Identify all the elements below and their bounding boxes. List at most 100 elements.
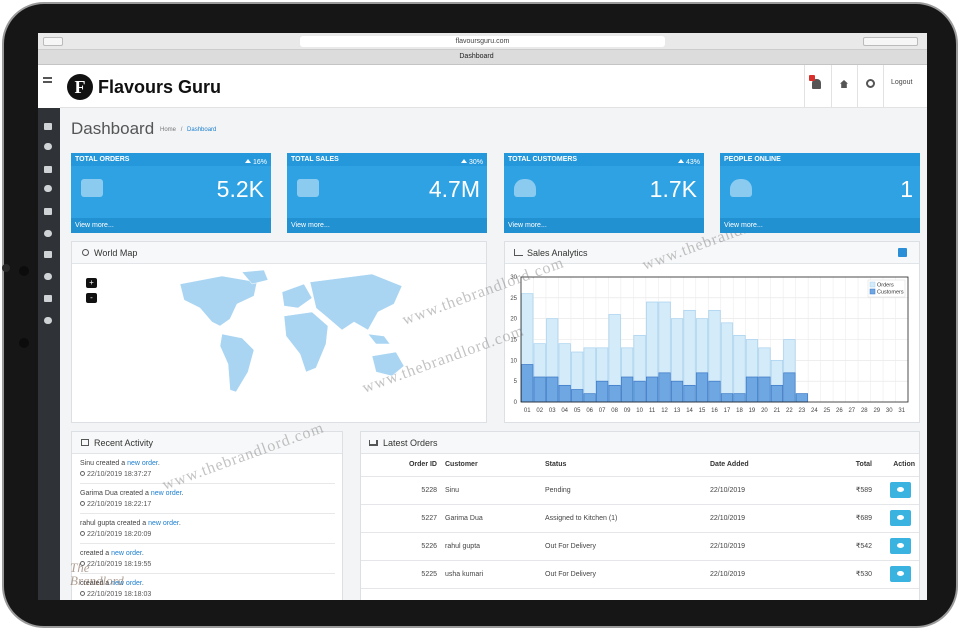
action-cell [876, 560, 919, 589]
sidebar-icon[interactable] [44, 295, 52, 302]
orders-table: Order ID Customer Status Date Added Total Act… [361, 454, 919, 589]
sidebar-icon[interactable] [44, 251, 52, 258]
card-header [504, 153, 704, 166]
bar [558, 384, 571, 403]
calendar-icon [81, 439, 89, 446]
order-cell: 5228 [361, 476, 441, 505]
x-tick-label: 27 [848, 408, 855, 414]
x-tick-label: 02 [536, 408, 543, 414]
logo-mark[interactable]: F [67, 74, 93, 100]
order-row: 5226 rahul gupta Out For Delivery 22/10/201… [361, 532, 919, 561]
brand-name[interactable]: Flavours Guru [98, 77, 222, 97]
zoom-in[interactable]: + [86, 278, 97, 288]
legend-swatch [869, 281, 876, 288]
card-change: 16% [245, 156, 267, 166]
sidebar-icon[interactable] [44, 185, 52, 192]
sidebar-icon[interactable] [44, 317, 52, 324]
sidebar-icon[interactable] [44, 273, 52, 280]
sidebar-icon[interactable] [44, 230, 52, 237]
activity-link[interactable]: new order [150, 490, 182, 497]
activity-text: created a new order. [80, 580, 335, 587]
order-cell: 22/10/2019 [706, 476, 816, 505]
card-link[interactable]: View more... [287, 218, 487, 233]
bar [733, 334, 746, 403]
card-icon [514, 179, 536, 197]
globe-icon[interactable] [866, 79, 875, 88]
address-bar[interactable]: flavoursguru.com [300, 36, 665, 47]
zoom-out[interactable]: - [86, 293, 97, 303]
asia [309, 273, 403, 331]
bar [770, 384, 784, 403]
legend-label: Orders [877, 283, 894, 289]
activity-time-row: 22/10/2019 18:37:27 [80, 471, 335, 478]
view-button[interactable] [890, 482, 911, 498]
x-tick-label: 06 [586, 408, 593, 414]
bar [720, 393, 734, 403]
activity-link[interactable]: new order [111, 550, 142, 557]
activity-link[interactable]: new order [111, 580, 142, 587]
card-header [71, 153, 271, 166]
activity-action: created a [116, 520, 147, 527]
card-label: PEOPLE ONLINE [724, 156, 781, 163]
world-map-panel: World Map + - [71, 241, 487, 423]
x-tick-label: 11 [649, 408, 656, 414]
chart-icon [514, 249, 523, 256]
bar [758, 376, 771, 403]
card-value: 4.7M [428, 176, 480, 202]
x-tick-label: 15 [699, 408, 706, 414]
activity-time: 22/10/2019 18:19:55 [87, 561, 152, 568]
date-picker[interactable] [898, 248, 907, 257]
legend-swatch [869, 288, 876, 295]
card-change: 43% [678, 156, 700, 166]
order-cell: 22/10/2019 [706, 532, 816, 561]
activity-link[interactable]: new order [148, 520, 179, 527]
view-button[interactable] [890, 538, 911, 554]
card-link[interactable]: View more... [504, 218, 704, 233]
world-map[interactable] [72, 264, 486, 422]
activity-time-row: 22/10/2019 18:18:03 [80, 591, 335, 598]
activity-time: 22/10/2019 18:37:27 [87, 471, 152, 478]
breadcrumb-home[interactable]: Home [160, 127, 177, 133]
watermark-logo: The Brandlord [70, 560, 124, 588]
home-icon[interactable] [840, 80, 848, 88]
bar [583, 393, 596, 403]
north-america [179, 275, 258, 327]
sidebar-icon[interactable] [44, 166, 52, 173]
activity-text: rahul gupta created a new order. [80, 520, 335, 527]
sidebar-icon[interactable] [44, 123, 52, 130]
order-cell: 22/10/2019 [706, 560, 816, 589]
card-link[interactable]: View more... [720, 218, 920, 233]
menu-toggle[interactable] [43, 77, 52, 83]
browser-actions[interactable] [863, 37, 918, 46]
nav-buttons[interactable] [43, 37, 63, 46]
card-link[interactable]: View more... [71, 218, 271, 233]
activity-end: . [181, 490, 184, 497]
activity-user: Sinu [80, 460, 95, 467]
view-button[interactable] [890, 510, 911, 526]
activity-link[interactable]: new order [127, 460, 158, 467]
activity-time-row: 22/10/2019 18:19:55 [80, 561, 335, 568]
greenland [241, 269, 269, 285]
tab[interactable]: Dashboard [459, 53, 494, 60]
activity-end: . [178, 520, 181, 527]
panel-header: Latest Orders [361, 432, 919, 454]
activity-time-row: 22/10/2019 18:20:09 [80, 531, 335, 538]
card-value: 1 [900, 176, 913, 202]
column-header: Customer [441, 454, 541, 477]
clock-icon [80, 531, 85, 536]
order-cell: ₹542 [816, 532, 876, 561]
sidebar-icon[interactable] [44, 143, 52, 150]
bar [683, 384, 696, 403]
activity-time-row: 22/10/2019 18:22:17 [80, 501, 335, 508]
activity-item: created a new order. 22/10/2019 18:18:03 [80, 580, 335, 600]
activity-text: Garima Dua created a new order. [80, 490, 335, 497]
bar [783, 372, 796, 403]
logout-link[interactable]: Logout [891, 79, 913, 86]
divider [883, 65, 884, 108]
notification-bell[interactable] [812, 79, 821, 89]
view-button[interactable] [890, 566, 911, 582]
sidebar-icon[interactable] [44, 208, 52, 215]
order-cell: ₹589 [816, 476, 876, 505]
x-tick-label: 30 [886, 408, 893, 414]
card-label: TOTAL CUSTOMERS [508, 156, 578, 163]
